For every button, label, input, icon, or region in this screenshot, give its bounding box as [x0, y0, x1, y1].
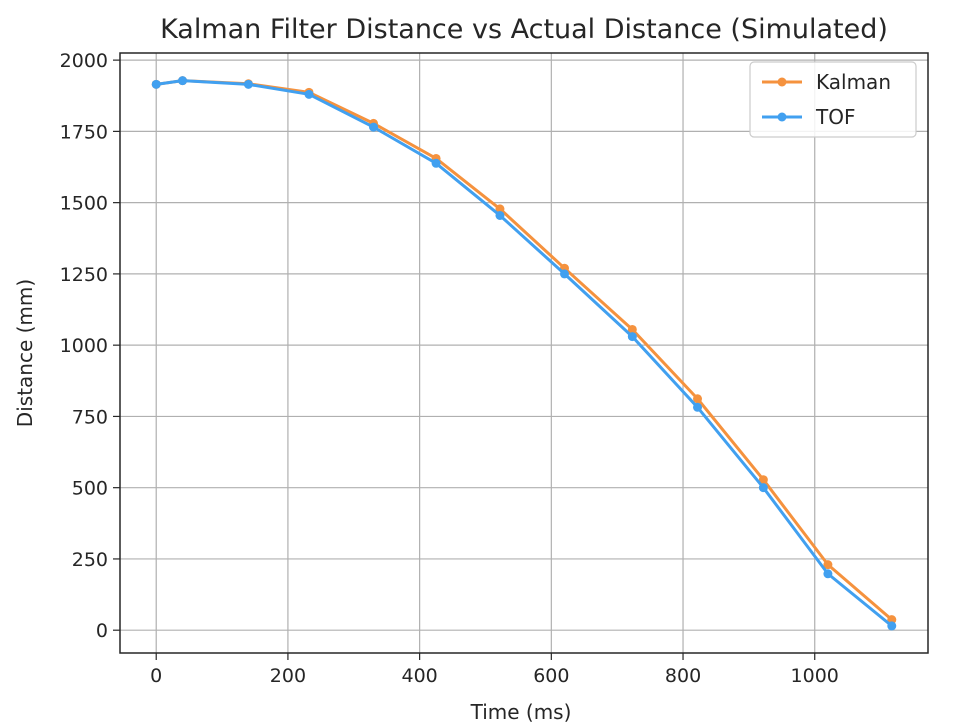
y-tick-label: 1500 [60, 193, 108, 215]
x-tick-label: 0 [150, 665, 162, 687]
legend-swatch-marker [777, 77, 787, 87]
data-point-tof [887, 621, 897, 631]
y-tick-label: 750 [72, 406, 108, 428]
legend-label: TOF [815, 105, 855, 129]
data-point-tof [369, 122, 379, 132]
data-point-tof [243, 79, 253, 89]
x-tick-label: 200 [270, 665, 306, 687]
legend-swatch-marker [777, 112, 787, 122]
legend-entry-kalman: Kalman [762, 70, 891, 94]
y-tick-label: 250 [72, 549, 108, 571]
data-point-tof [304, 89, 314, 99]
axis-ticks: 0 200 400 600 800 1000 0 250 500 750 1000 1250 1500 1… [60, 50, 839, 687]
legend: Kalman TOF [749, 61, 917, 138]
plot-frame [119, 52, 929, 654]
data-point-kalman [887, 615, 897, 625]
data-point-kalman [627, 324, 637, 334]
x-tick-label: 800 [665, 665, 701, 687]
data-point-kalman [693, 394, 703, 404]
y-tick-label: 1750 [60, 121, 108, 143]
series-tof [151, 76, 897, 631]
legend-entry-tof: TOF [762, 105, 855, 129]
chart-title: Kalman Filter Distance vs Actual Distanc… [160, 14, 888, 45]
data-point-tof [495, 210, 505, 220]
data-point-tof [559, 269, 569, 279]
data-point-kalman [495, 204, 505, 214]
data-point-tof [151, 79, 161, 89]
data-point-kalman [758, 475, 768, 485]
y-axis-label: Distance (mm) [13, 279, 37, 427]
y-tick-label: 2000 [60, 50, 108, 72]
data-point-tof [693, 402, 703, 412]
y-tick-label: 1250 [60, 264, 108, 286]
x-tick-label: 400 [401, 665, 437, 687]
x-axis-label: Time (ms) [470, 700, 572, 724]
y-tick-label: 0 [96, 620, 108, 642]
legend-label: Kalman [816, 70, 891, 94]
data-point-tof [431, 158, 441, 168]
data-point-tof [823, 569, 833, 579]
data-point-kalman [823, 560, 833, 570]
data-point-tof [758, 483, 768, 493]
x-tick-label: 1000 [791, 665, 839, 687]
x-tick-label: 600 [533, 665, 569, 687]
y-tick-label: 1000 [60, 335, 108, 357]
data-point-tof [627, 332, 637, 342]
series-layer [151, 76, 897, 631]
y-tick-label: 500 [72, 478, 108, 500]
data-point-tof [178, 76, 188, 86]
